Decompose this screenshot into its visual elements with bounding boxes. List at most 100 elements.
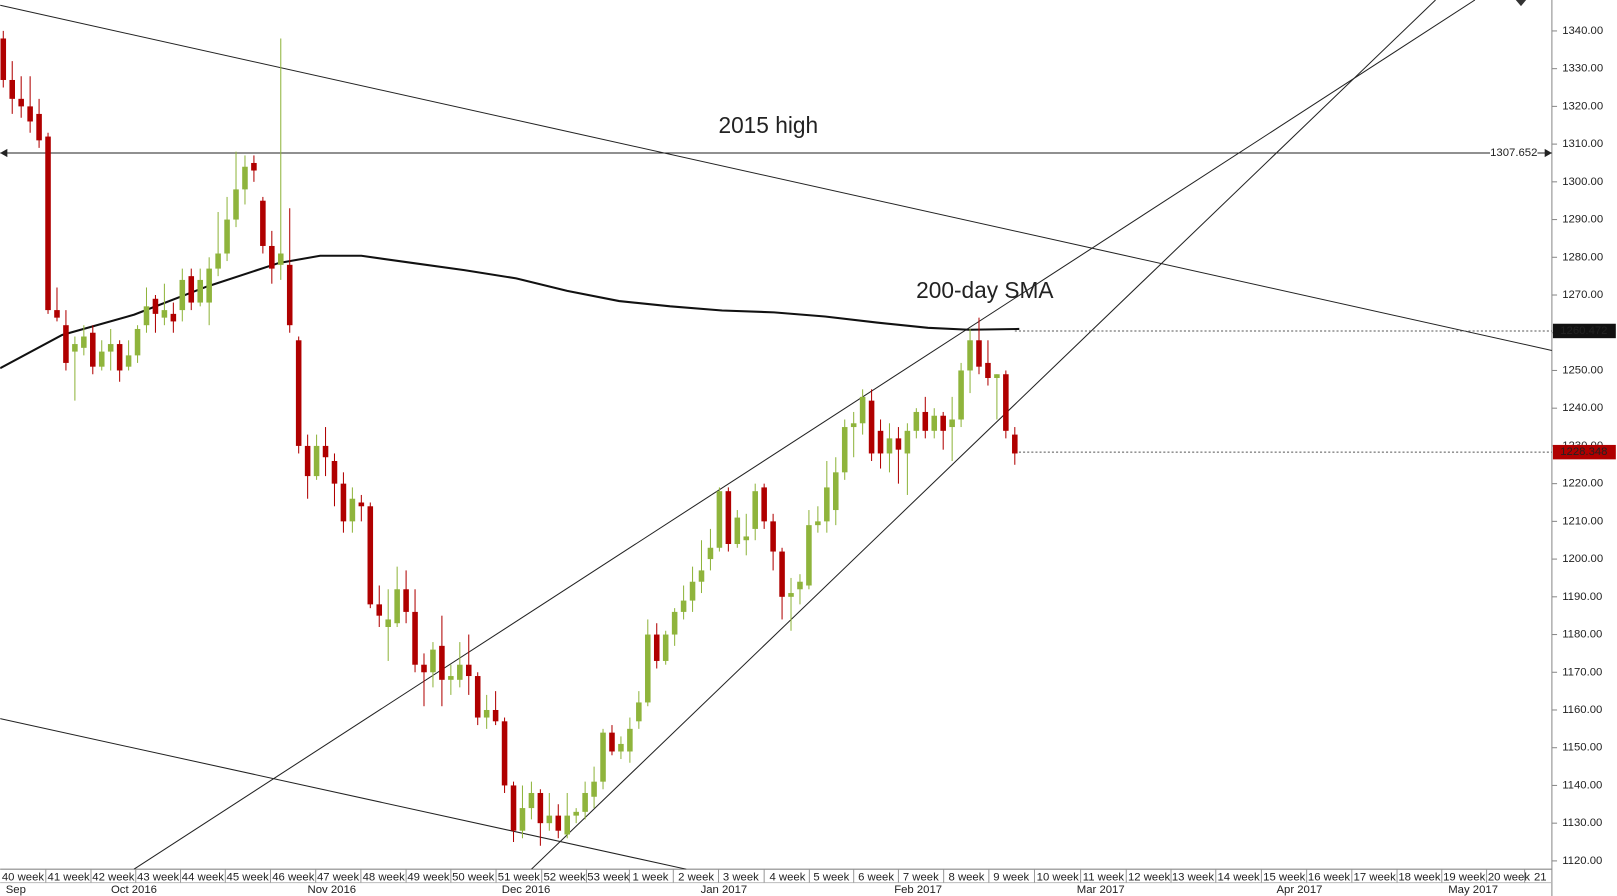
candle-body	[671, 611, 678, 635]
x-tick-label: 4 week	[769, 871, 805, 883]
trend-line	[531, 0, 1436, 870]
y-tick-label: 1300.00	[1562, 176, 1603, 188]
candle-body	[510, 785, 517, 831]
candle-body	[976, 340, 982, 367]
candle-body	[537, 792, 544, 824]
y-tick-label: 1270.00	[1562, 289, 1603, 301]
candle-body	[394, 589, 400, 624]
candle-body	[824, 487, 830, 522]
y-tick-label: 1130.00	[1562, 817, 1602, 829]
candle-body	[806, 525, 812, 586]
candle-body	[886, 438, 893, 454]
annotation: 2015 high	[718, 112, 818, 138]
candle-body	[985, 362, 991, 379]
x-tick-label: 47 week	[317, 871, 360, 883]
trend-line	[0, 4, 1552, 351]
candle-body	[197, 279, 203, 303]
candle-body	[340, 483, 347, 522]
candle-body	[134, 328, 141, 356]
month-label: Mar 2017	[1077, 884, 1125, 896]
y-tick-label: 1340.00	[1562, 25, 1603, 37]
candle-body	[286, 264, 293, 326]
candle-body	[349, 498, 356, 522]
candle-body	[385, 619, 391, 627]
candle-body	[36, 113, 42, 141]
candle-body	[170, 313, 177, 322]
y-tick-label: 1150.00	[1562, 742, 1602, 754]
candle-body	[501, 721, 508, 786]
candle-body	[725, 491, 732, 544]
month-label: Feb 2017	[894, 884, 942, 896]
level-label: 1307.652	[1490, 147, 1537, 159]
candle-body	[636, 702, 642, 722]
month-label: Sep	[6, 884, 26, 896]
y-tick-label: 1190.00	[1562, 591, 1602, 603]
month-label: May 2017	[1448, 884, 1498, 896]
candle-body	[430, 649, 436, 673]
x-tick-label: 14 week	[1217, 871, 1260, 883]
x-tick-label: 5 week	[813, 871, 849, 883]
x-tick-label: 12 week	[1128, 871, 1171, 883]
candle-body	[483, 709, 490, 718]
candle-body	[233, 189, 239, 220]
y-tick-label: 1240.00	[1562, 402, 1603, 414]
candle-body	[815, 521, 821, 526]
x-tick-label: 17 week	[1354, 871, 1397, 883]
y-tick-label: 1310.00	[1562, 138, 1603, 150]
candle-body	[313, 445, 320, 477]
candle-body	[358, 502, 365, 507]
x-tick-label: 10 week	[1037, 871, 1080, 883]
x-tick-label: 52 week	[543, 871, 586, 883]
candle-body	[913, 411, 920, 431]
candle-body	[457, 664, 463, 680]
candle-body	[859, 396, 866, 424]
candle-body	[609, 732, 615, 752]
y-tick-label: 1330.00	[1562, 63, 1603, 75]
y-tick-label: 1210.00	[1562, 515, 1603, 527]
candle-body	[645, 634, 651, 703]
candle-body	[161, 310, 168, 318]
candle-body	[850, 423, 857, 428]
candle-body	[376, 604, 383, 616]
candle-body	[215, 253, 221, 269]
x-tick-label: 50 week	[452, 871, 495, 883]
candle-body	[1003, 374, 1009, 431]
candle-body	[591, 781, 597, 797]
x-tick-label: 1 week	[633, 871, 669, 883]
candle-body	[555, 815, 562, 831]
level-arrow	[0, 148, 8, 158]
x-tick-label: 49 week	[407, 871, 450, 883]
candle-body	[546, 815, 553, 824]
candle-body	[841, 427, 848, 473]
candle-body	[752, 491, 758, 529]
candle-body	[797, 581, 803, 590]
candle-body	[716, 491, 723, 548]
price-tag	[1552, 323, 1616, 339]
candle-body	[295, 340, 302, 446]
x-tick-label: 6 week	[858, 871, 894, 883]
candle-body	[367, 506, 374, 605]
candle-body	[448, 676, 454, 680]
candle-body	[770, 521, 776, 552]
level-arrow	[1544, 148, 1552, 158]
candle-body	[662, 634, 669, 661]
candle-body	[779, 551, 785, 597]
candle-body	[680, 600, 687, 612]
scroll-marker	[1515, 0, 1527, 7]
x-tick-label: 15 week	[1263, 871, 1306, 883]
candle-body	[18, 98, 24, 107]
x-tick-label: 43 week	[137, 871, 180, 883]
candle-body	[90, 332, 96, 367]
candle-body	[492, 709, 499, 722]
candle-body	[940, 415, 946, 431]
candle-body	[519, 808, 526, 831]
candle-body	[304, 445, 311, 477]
candle-body	[107, 344, 114, 352]
candle-body	[707, 547, 714, 560]
candle-body	[152, 298, 159, 314]
x-tick-label: 53 week	[587, 871, 630, 883]
candle-body	[582, 792, 588, 812]
x-tick-label: 18 week	[1398, 871, 1441, 883]
candle-body	[439, 645, 445, 680]
